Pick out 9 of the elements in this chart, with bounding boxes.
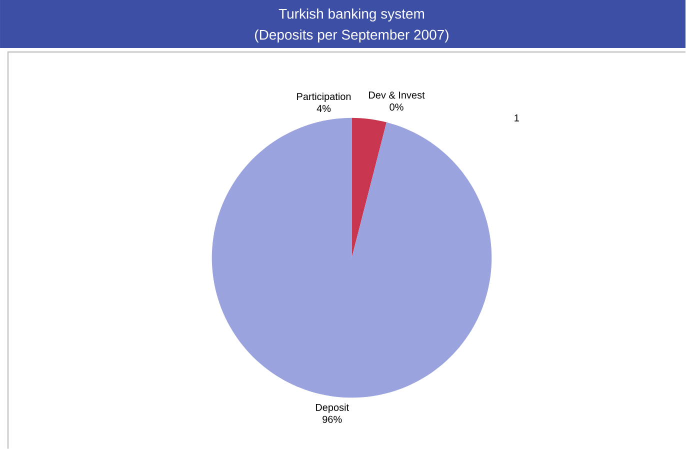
data-label: 4% — [316, 104, 331, 112]
category-label: Dev & Invest — [369, 92, 425, 99]
data-label: 96% — [322, 416, 342, 423]
slice-label: Deposit — [316, 404, 349, 413]
text: 1 — [514, 114, 519, 122]
slice-label: Participation — [297, 92, 351, 102]
chart-subtitle: (Deposits per September 2007) — [255, 29, 448, 42]
text: 0% — [390, 103, 404, 111]
chart-title: Turkish banking system — [278, 8, 424, 22]
